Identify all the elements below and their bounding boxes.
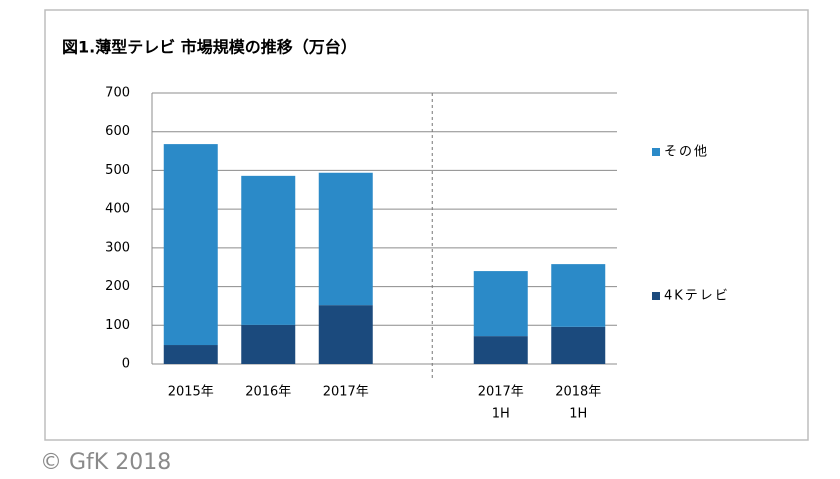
y-tick-label: 0 [122,357,130,372]
y-tick-label: 600 [105,124,130,139]
x-tick-label: 2017年 [478,385,524,400]
bar-segment [318,305,373,364]
chart-border [44,9,809,441]
bar-segment [163,345,218,364]
bar-segment [473,336,528,364]
bar-segment [163,144,218,346]
x-tick-label: 2017年 [323,385,369,400]
x-tick-label: 2018年 [555,385,601,400]
x-tick-label: 1H [569,407,587,422]
bar-segment [241,175,296,325]
y-tick-label: 100 [105,318,130,333]
chart-title: 図1.薄型テレビ 市場規模の推移（万台） [62,38,357,57]
y-tick-label: 400 [105,202,130,217]
legend-label: 4Kテレビ [664,289,730,304]
x-tick-label: 2016年 [245,385,291,400]
y-tick-label: 200 [105,279,130,294]
x-tick-label: 2015年 [168,385,214,400]
y-tick-label: 700 [105,86,130,101]
bar-segment [318,172,373,306]
bar-segment [551,326,606,364]
legend-swatch [652,148,660,156]
bar-segment [473,271,528,337]
legend-label: その他 [664,145,709,160]
bar-segment [551,264,606,327]
y-tick-label: 300 [105,240,130,255]
x-tick-label: 1H [492,407,510,422]
copyright: © GfK 2018 [40,450,171,475]
bar-segment [241,324,296,364]
legend-swatch [652,292,660,300]
y-tick-label: 500 [105,163,130,178]
